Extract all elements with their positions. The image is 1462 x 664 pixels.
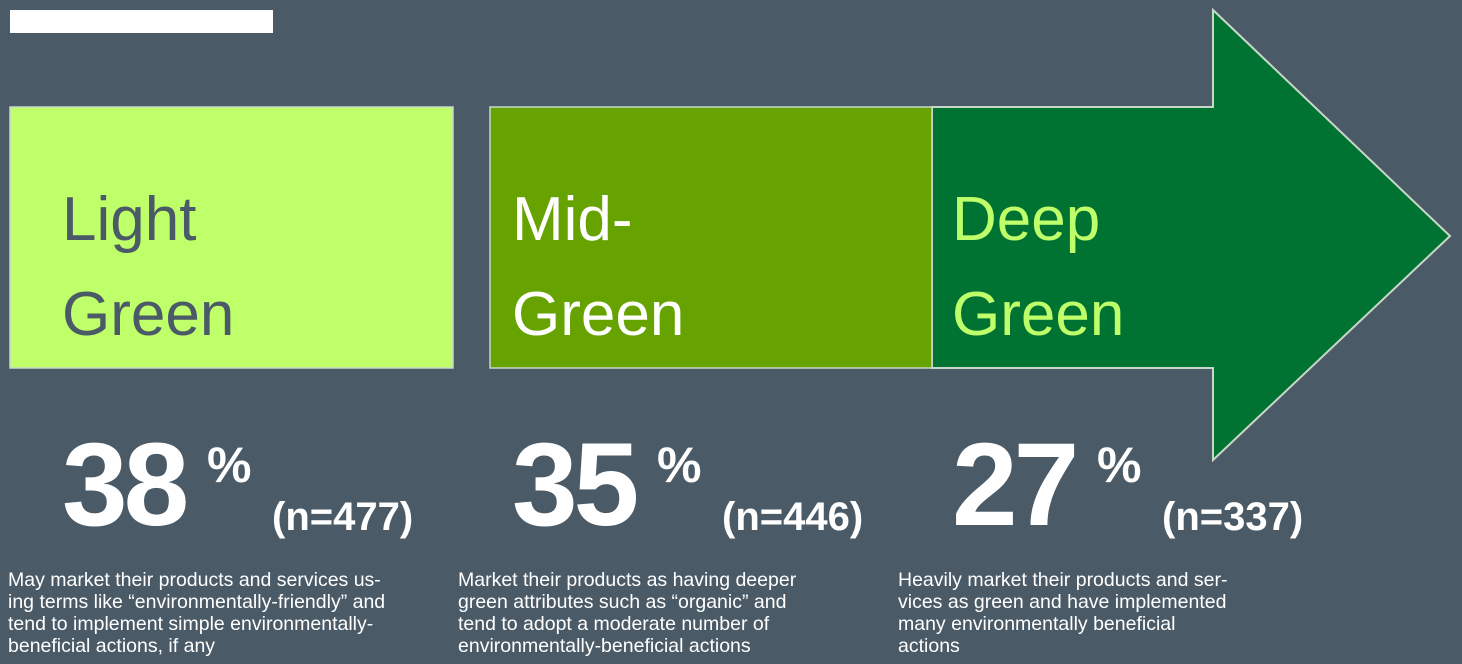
- segment-description: beneficial actions, if any: [8, 635, 215, 657]
- segment-label: Deep: [952, 185, 1100, 254]
- percent-value: 38: [62, 419, 186, 551]
- deep-green-arrow: [931, 7, 1452, 463]
- segment-description: environmentally-beneficial actions: [458, 635, 751, 657]
- segment-label: Green: [952, 280, 1124, 349]
- percent-value: 27: [952, 419, 1075, 551]
- percent-sign: %: [1097, 437, 1141, 493]
- segment-label: Green: [62, 280, 234, 349]
- segment-description: Heavily market their products and ser-: [898, 569, 1227, 591]
- segment-description: Market their products as having deeper: [458, 569, 797, 591]
- light-green-box: [9, 106, 454, 369]
- segment-description: green attributes such as “organic” and: [458, 591, 786, 613]
- segment-label: Green: [512, 280, 684, 349]
- segment-description: tend to implement simple environmentally…: [8, 613, 373, 635]
- segment-description: vices as green and have implemented: [898, 591, 1226, 613]
- percent-sign: %: [207, 437, 251, 493]
- percent-value: 35: [512, 419, 637, 551]
- segment-description: actions: [898, 635, 960, 657]
- segment-label: Mid-: [512, 185, 633, 254]
- segment-description: many environmentally beneficial: [898, 613, 1175, 635]
- percent-sign: %: [657, 437, 701, 493]
- header-bar: [10, 10, 273, 33]
- segment-description: ing terms like “environmentally-friendly…: [8, 591, 385, 613]
- mid-green-box: [489, 106, 933, 369]
- segment-description: May market their products and services u…: [8, 569, 381, 591]
- segment-label: Light: [62, 185, 196, 254]
- sample-size: (n=446): [722, 495, 863, 539]
- segment-description: tend to adopt a moderate number of: [458, 613, 770, 635]
- sample-size: (n=477): [272, 495, 413, 539]
- sample-size: (n=337): [1162, 495, 1303, 539]
